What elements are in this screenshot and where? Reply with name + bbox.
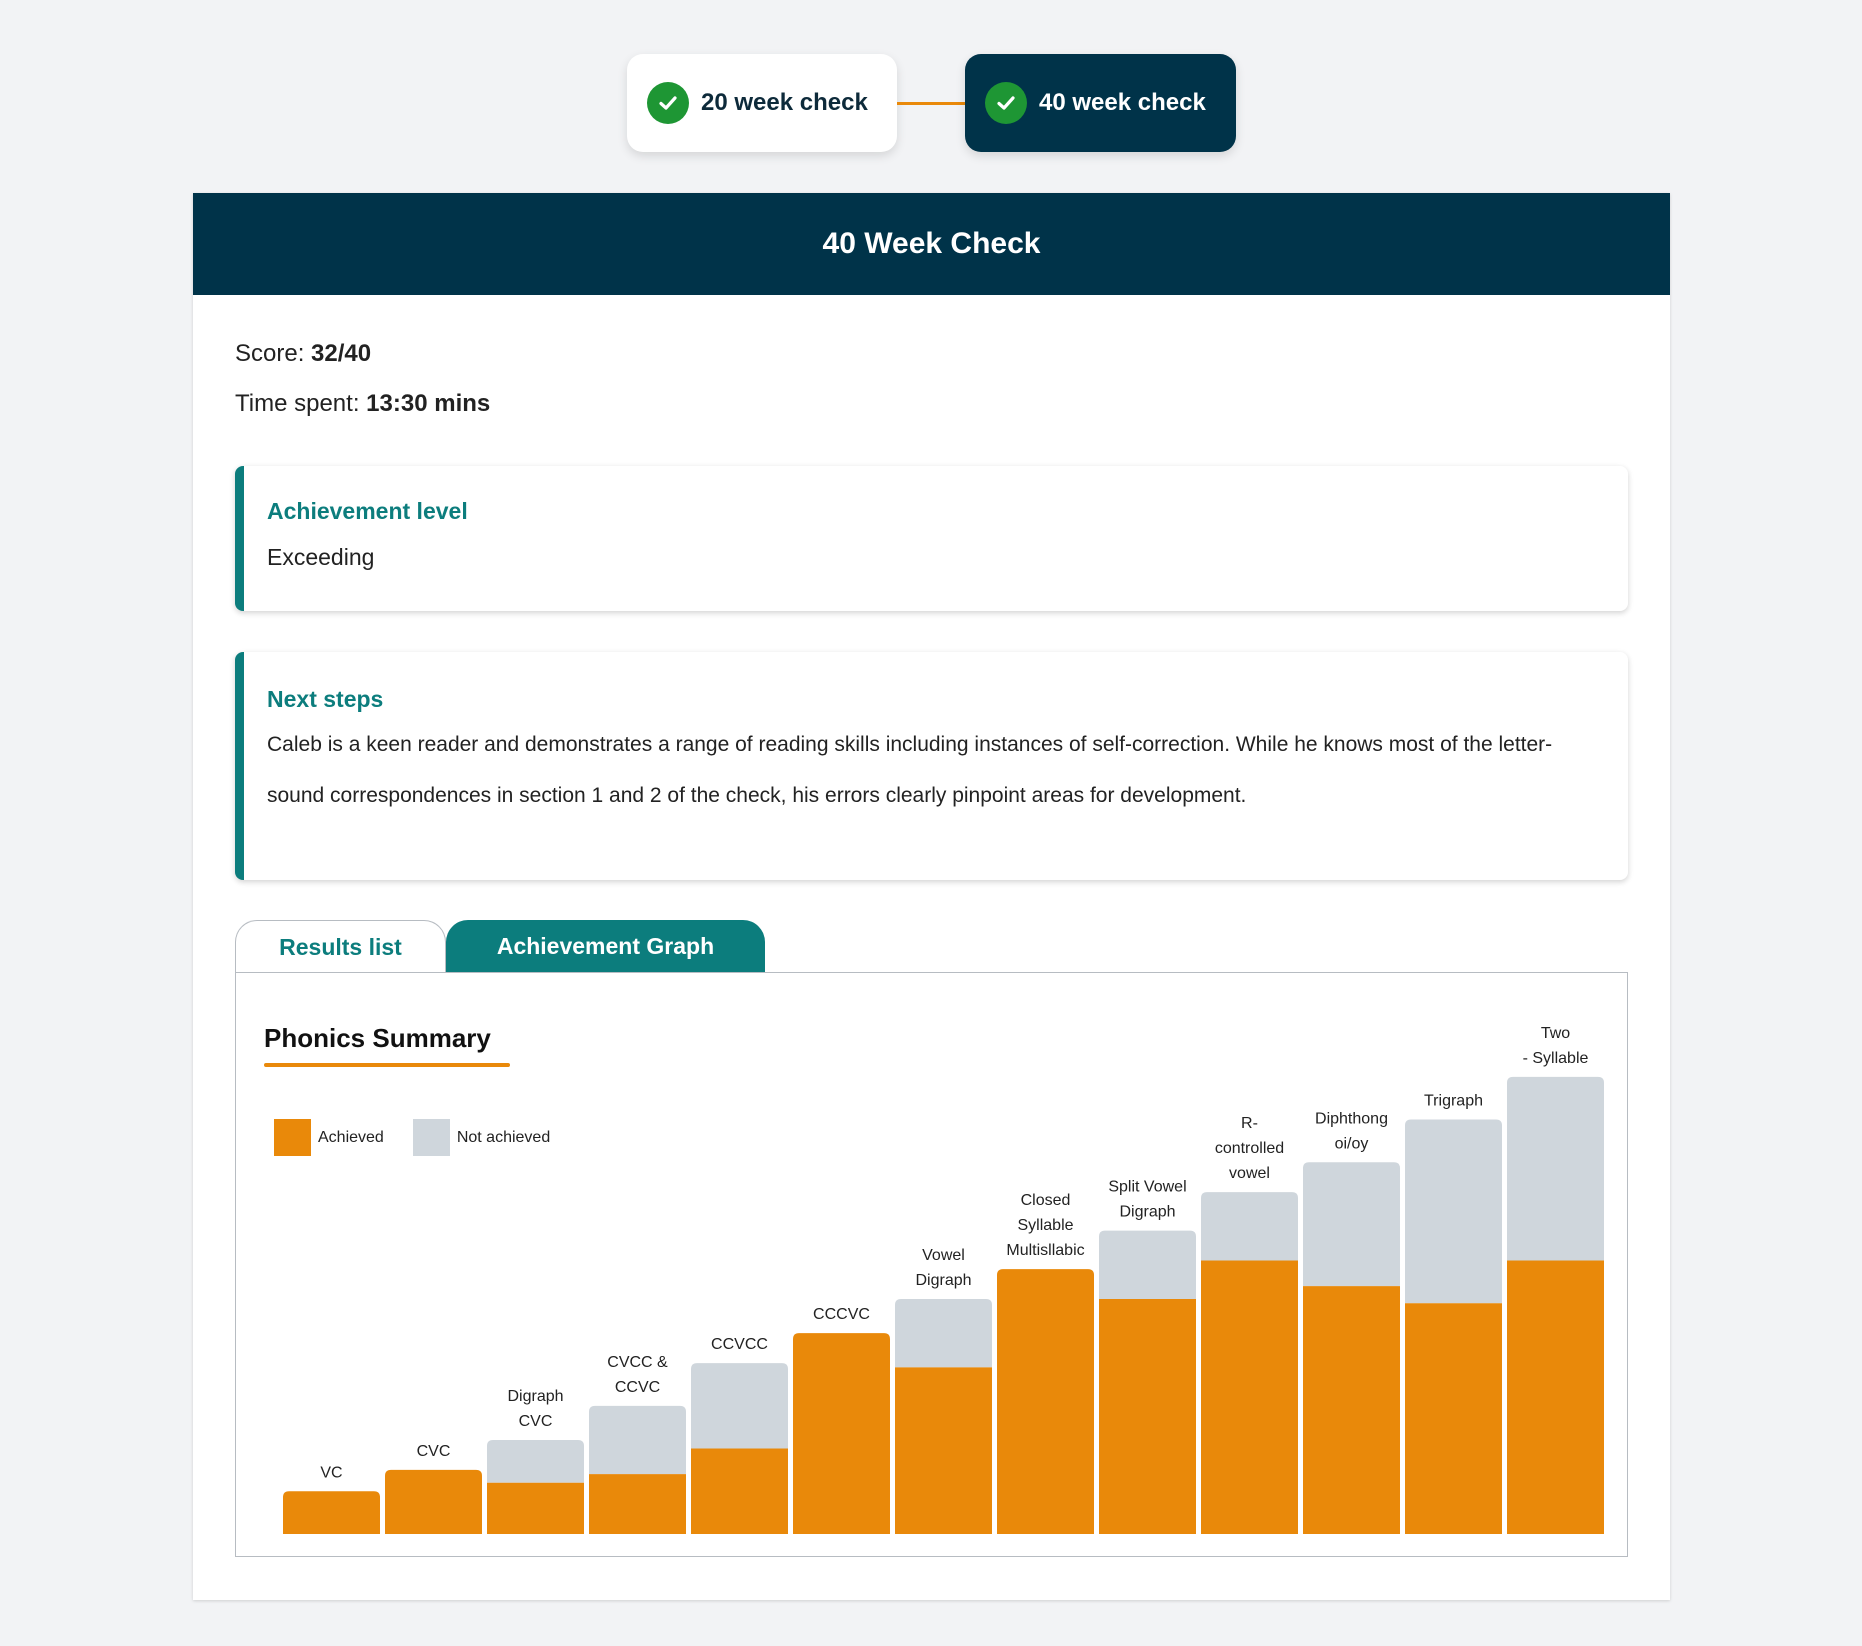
check-panel: 40 Week Check Score: 32/40 Time spent: 1… — [193, 193, 1670, 1600]
bar-not-achieved — [691, 1363, 788, 1449]
bar-category-label: Two — [1541, 1025, 1570, 1042]
bar-category-label: CVCC & — [607, 1354, 668, 1371]
bar-not-achieved — [1507, 1076, 1604, 1261]
next-steps-paragraph: sound correspondences in section 1 and 2… — [267, 784, 1247, 807]
bar-achieved — [487, 1482, 584, 1534]
achievement-value: Exceeding — [267, 544, 375, 570]
bar-category-label: Digraph — [1119, 1204, 1175, 1221]
legend-label: Not achieved — [456, 1128, 551, 1146]
achievement-card: Achievement level Exceeding — [235, 466, 1628, 611]
tab-achievement-graph[interactable]: Achievement Graph — [446, 920, 765, 973]
bar-achieved — [385, 1469, 482, 1534]
legend-label: Achieved — [318, 1128, 384, 1146]
step-20-week-check[interactable]: 20 week check — [627, 54, 897, 152]
bar-achieved — [1099, 1299, 1196, 1534]
next-steps-title: Next steps — [267, 686, 384, 712]
legend-item-achieved: Achieved — [274, 1119, 384, 1156]
step-40-week-check[interactable]: 40 week check — [965, 54, 1236, 152]
legend-swatch — [412, 1119, 450, 1156]
bar-category-label: controlled — [1215, 1140, 1284, 1157]
checkmark-icon — [985, 82, 1027, 124]
time-line: Time spent: 13:30 mins — [235, 390, 490, 418]
bar-not-achieved — [1405, 1119, 1502, 1304]
time-label: Time spent: — [235, 390, 360, 417]
bar-category-label: R- — [1241, 1115, 1258, 1132]
bar-achieved — [793, 1333, 890, 1534]
bar-achieved — [997, 1269, 1094, 1534]
bar-category-label: Multisllabic — [1006, 1242, 1084, 1259]
bar-category-label: - Syllable — [1523, 1050, 1589, 1067]
panel-title: 40 Week Check — [822, 227, 1041, 260]
bar-category-label: CCCVC — [813, 1306, 870, 1323]
bar-not-achieved — [589, 1405, 686, 1475]
score-line: Score: 32/40 — [235, 340, 371, 368]
bar-category-label: CCVCC — [711, 1336, 768, 1353]
bar-category-label: Split Vowel — [1108, 1179, 1186, 1196]
bar-category-label: Syllable — [1017, 1217, 1073, 1234]
achievement-title: Achievement level — [267, 498, 468, 524]
bar-achieved — [1303, 1286, 1400, 1534]
bar-achieved — [283, 1491, 380, 1534]
bar-category-label: CCVC — [615, 1379, 660, 1396]
chart-title: Phonics Summary — [264, 1023, 491, 1053]
bar-achieved — [895, 1367, 992, 1534]
next-steps-card: Next steps Caleb is a keen reader and de… — [235, 652, 1628, 880]
bar-achieved — [691, 1448, 788, 1534]
bar-not-achieved — [1303, 1162, 1400, 1287]
bar-category-label: vowel — [1229, 1165, 1270, 1182]
time-value: 13:30 mins — [366, 390, 491, 417]
bar-category-label: Diphthong — [1315, 1110, 1388, 1127]
step-label: 40 week check — [1039, 89, 1206, 116]
bar-category-label: Trigraph — [1424, 1093, 1483, 1110]
checkmark-icon — [647, 82, 689, 124]
bar-achieved — [1201, 1260, 1298, 1534]
score-value: 32/40 — [311, 340, 372, 367]
step-label: 20 week check — [701, 89, 868, 116]
bar-category-label: VC — [320, 1464, 342, 1481]
bar-not-achieved — [1201, 1192, 1298, 1261]
achievement-graph: Phonics Summary Achieved Not achieved VC… — [235, 972, 1628, 1557]
phonics-bar-chart: VC CVC Digraph CVC CVCC & CCVC CCVCC CCCVC Vowel… — [283, 1025, 1604, 1534]
legend-swatch — [274, 1119, 311, 1156]
tab-results-list[interactable]: Results list — [235, 920, 446, 973]
bar-not-achieved — [1099, 1230, 1196, 1299]
legend-item-not-achieved: Not achieved — [412, 1119, 551, 1156]
check-stepper: 20 week check 40 week check — [0, 54, 1862, 152]
score-label: Score: — [235, 340, 305, 367]
bar-category-label: Closed — [1021, 1192, 1071, 1209]
chart-legend: Achieved Not achieved — [274, 1119, 579, 1156]
bar-category-label: CVC — [519, 1413, 553, 1430]
bar-category-label: oi/oy — [1335, 1135, 1369, 1152]
bar-achieved — [1507, 1260, 1604, 1534]
bar-category-label: Digraph — [507, 1388, 563, 1405]
bar-not-achieved — [487, 1440, 584, 1483]
bar-achieved — [1405, 1303, 1502, 1534]
bar-not-achieved — [895, 1299, 992, 1368]
bar-category-label: CVC — [417, 1443, 451, 1460]
chart-title-underline — [264, 1063, 510, 1067]
panel-header: 40 Week Check — [193, 193, 1670, 295]
bar-category-label: Vowel — [922, 1247, 965, 1264]
step-connector — [897, 102, 965, 105]
bar-achieved — [589, 1474, 686, 1534]
bar-category-label: Digraph — [915, 1272, 971, 1289]
next-steps-paragraph: Caleb is a keen reader and demonstrates … — [267, 733, 1553, 756]
